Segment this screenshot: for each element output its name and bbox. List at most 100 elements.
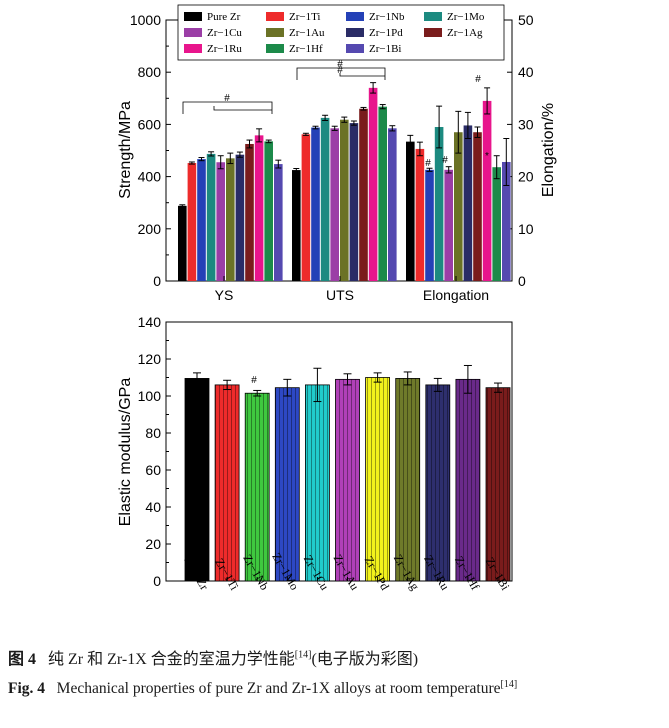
caption-cn-tail: (电子版为彩图) xyxy=(311,651,419,668)
top-annotation-marks: # # # # # # * xyxy=(224,59,489,169)
top-left-axis-ticks: 0 200 400 600 800 1000 xyxy=(130,12,171,289)
bar-uts xyxy=(340,119,349,282)
x-category-label: Elongation xyxy=(423,287,489,303)
y-tick-label: 120 xyxy=(138,351,162,367)
legend-swatch xyxy=(266,44,284,53)
y-tick-label: 140 xyxy=(138,314,162,330)
bar-elongation xyxy=(434,127,444,281)
legend-label: Zr−1Cu xyxy=(207,27,242,39)
caption-cn-text: 纯 Zr 和 Zr-1X 合金的室温力学性能 xyxy=(48,651,295,668)
legend-swatch xyxy=(346,12,364,21)
annotation-hash: # xyxy=(475,74,481,85)
legend-swatch xyxy=(184,28,202,37)
y-tick-label: 0 xyxy=(153,273,161,289)
bar-ys xyxy=(206,153,216,281)
y2-tick-label: 40 xyxy=(518,64,534,80)
y-tick-label: 800 xyxy=(138,64,162,80)
modulus-bar-hatch xyxy=(395,378,420,581)
legend-swatch xyxy=(424,12,442,21)
annotation-star: * xyxy=(485,151,489,162)
legend-label: Pure Zr xyxy=(207,11,241,23)
legend-label: Zr−1Mo xyxy=(447,11,485,23)
y-tick-label: 200 xyxy=(138,221,162,237)
annotation-hash: # xyxy=(442,155,448,166)
bar-uts xyxy=(330,128,339,281)
bar-ys xyxy=(274,164,283,281)
bar-uts xyxy=(311,127,320,281)
top-y-axis-label: Strength/MPa xyxy=(117,101,134,199)
y-tick-label: 600 xyxy=(138,116,162,132)
legend-swatch xyxy=(346,44,364,53)
y-tick-label: 100 xyxy=(138,388,162,404)
modulus-bar-hatch xyxy=(365,377,390,581)
y-tick-label: 400 xyxy=(138,169,162,185)
modulus-bar-hatch xyxy=(215,384,240,581)
y2-tick-label: 10 xyxy=(518,221,534,237)
bar-elongation xyxy=(454,132,463,281)
bar-elongation xyxy=(502,161,511,281)
bar-uts xyxy=(349,123,359,281)
legend-swatch xyxy=(424,28,442,37)
legend-label: Zr−1Nb xyxy=(369,11,405,23)
bottom-y-axis-label: Elastic modulus/GPa xyxy=(117,378,134,527)
x-category-label: YS xyxy=(215,287,234,303)
modulus-bar-hatch xyxy=(245,393,270,581)
modulus-bar-hatch xyxy=(455,379,480,581)
y-tick-label: 80 xyxy=(145,425,161,441)
caption-english: Fig. 4 Mechanical properties of pure Zr … xyxy=(8,674,664,700)
bar-ys xyxy=(235,154,245,281)
y-tick-label: 40 xyxy=(145,499,161,515)
legend-label: Zr−1Hf xyxy=(289,43,323,55)
bar-ys xyxy=(187,163,197,281)
top-significance-brackets xyxy=(182,67,386,114)
bar-ys xyxy=(197,159,206,281)
bottom-annotation-hash: # xyxy=(251,375,257,386)
x-category-label: UTS xyxy=(326,287,354,303)
modulus-bar-hatch xyxy=(486,387,510,581)
bar-ys xyxy=(178,205,187,281)
top-right-axis-ticks: 0 10 20 30 40 50 xyxy=(507,12,534,289)
bar-elongation xyxy=(482,100,492,281)
bar-ys xyxy=(216,162,225,281)
annotation-hash: # xyxy=(337,65,343,76)
caption-en-label: Fig. 4 xyxy=(8,680,46,698)
bar-ys xyxy=(245,143,254,281)
y2-tick-label: 30 xyxy=(518,116,534,132)
top-legend: Pure Zr Zr−1Ti Zr−1Nb Zr−1Mo Zr−1Cu Zr−1Au Zr−… xyxy=(177,4,505,61)
bar-uts xyxy=(359,108,368,282)
caption-en-text: Mechanical properties of pure Zr and Zr-… xyxy=(56,680,501,698)
annotation-hash: # xyxy=(224,93,230,104)
legend-label: Zr−1Ru xyxy=(207,43,242,55)
y2-tick-label: 50 xyxy=(518,12,534,28)
bar-uts xyxy=(292,170,301,281)
y-tick-label: 20 xyxy=(145,536,161,552)
bar-elongation xyxy=(463,125,473,281)
modulus-bar-hatch xyxy=(305,384,330,581)
bar-elongation xyxy=(444,169,453,281)
bar-elongation xyxy=(406,141,415,281)
bar-ys xyxy=(226,158,235,281)
legend-swatch xyxy=(184,44,202,53)
legend-label: Zr−1Pd xyxy=(369,27,403,39)
bar-elongation xyxy=(473,132,482,281)
y2-tick-label: 0 xyxy=(518,273,526,289)
top-category-labels: YS UTS Elongation xyxy=(215,276,489,303)
annotation-hash: # xyxy=(337,59,343,70)
bar-uts xyxy=(368,87,378,281)
bar-ys xyxy=(254,135,264,281)
legend-label: Zr−1Ag xyxy=(447,27,483,39)
legend-swatch xyxy=(266,28,284,37)
bar-uts xyxy=(301,134,311,281)
top-bars xyxy=(178,82,511,282)
bar-uts xyxy=(320,117,330,281)
y-tick-label: 0 xyxy=(153,573,161,589)
bar-uts xyxy=(388,128,397,281)
modulus-bar-hatch xyxy=(425,384,450,581)
bar-elongation xyxy=(415,148,425,281)
bar-elongation xyxy=(425,169,434,281)
caption-en-ref: [14] xyxy=(500,679,518,690)
annotation-hash: # xyxy=(425,158,431,169)
modulus-bar-hatch xyxy=(185,378,209,581)
